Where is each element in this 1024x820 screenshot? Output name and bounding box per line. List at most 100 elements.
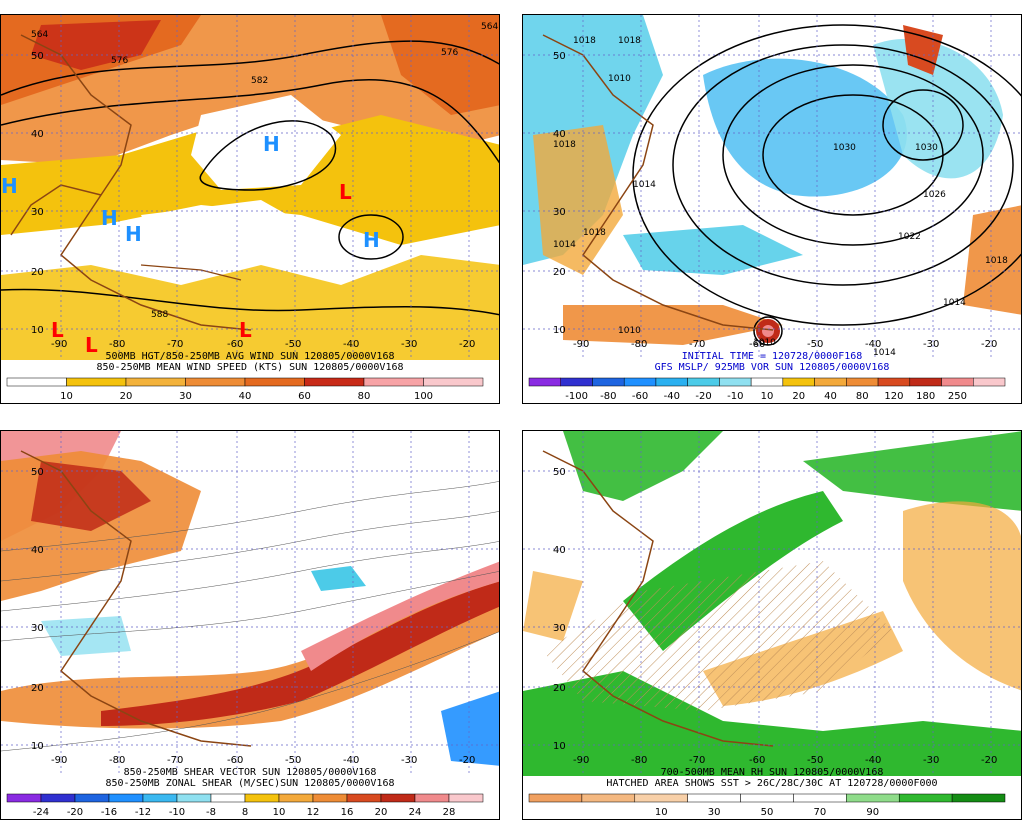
- panel-rh-sst: 50 40 30 20 10 -90 -80 -70 -60 -50 -40 -30 -20 700-…: [522, 430, 1022, 820]
- panel-3-colorbar-segment: [108, 793, 144, 803]
- panel-3-colorbar-segment: [40, 793, 76, 803]
- panel-2-contour-label: 1022: [898, 232, 921, 242]
- panel-1-lon-label: -70: [167, 339, 183, 350]
- panel-2-colorbar-segment: [528, 377, 561, 387]
- panel-2-colorbar-label: 120: [884, 391, 903, 402]
- panel-2-lat-label: 20: [553, 267, 566, 278]
- panel-4-lon-label: -70: [689, 755, 705, 766]
- panel-2-lon-label: -20: [981, 339, 997, 350]
- panel-3-lat-label: 20: [31, 683, 44, 694]
- panel-2-lat-label: 50: [553, 51, 566, 62]
- panel-2-colorbar-label: -20: [695, 391, 711, 402]
- panel-2-lat-label: 40: [553, 129, 566, 140]
- panel-2-lon-label: -30: [923, 339, 939, 350]
- panel-3-colorbar-label: 24: [409, 807, 422, 818]
- panel-1-caption-line-2: 850-250MB MEAN WIND SPEED (KTS) SUN 1208…: [96, 362, 404, 373]
- panel-3-lat-label: 40: [31, 545, 44, 556]
- panel-1-contour-label: 588: [151, 310, 168, 320]
- panel-1-pressure-symbol: L: [239, 318, 252, 342]
- panel-2-contour-label: 1018: [985, 256, 1008, 266]
- panel-3-colorbar-label: -8: [206, 807, 216, 818]
- panel-1-contour-label: 576: [111, 56, 128, 66]
- panel-3-lon-label: -70: [167, 755, 183, 766]
- panel-3-colorbar-segment: [414, 793, 450, 803]
- panel-1-pressure-symbol: H: [363, 228, 380, 252]
- panel-4-colorbar: 10 30 50 70 90: [523, 791, 1021, 819]
- panel-2-colorbar-label: 80: [856, 391, 869, 402]
- panel-3-colorbar-segment: [142, 793, 178, 803]
- panel-1-lon-label: -80: [109, 339, 125, 350]
- panel-1-colorbar-segment: [423, 377, 484, 387]
- panel-4-lat-label: 30: [553, 623, 566, 634]
- panel-4-colorbar-label: 30: [708, 807, 721, 818]
- panel-1-colorbar-segment: [363, 377, 424, 387]
- panel-1-lon-label: -40: [343, 339, 359, 350]
- panel-2-colorbar-label: 250: [948, 391, 967, 402]
- panel-2-colorbar-segment: [782, 377, 815, 387]
- panel-2-colorbar-segment: [750, 377, 784, 387]
- panel-3-lon-label: -60: [227, 755, 243, 766]
- panel-2-contour-label: 1014: [873, 348, 896, 358]
- panel-2-colorbar-label: -100: [565, 391, 588, 402]
- panel-4-colorbar-segment: [528, 793, 583, 803]
- panel-1-lon-label: -20: [459, 339, 475, 350]
- panel-2-lat-label: 30: [553, 207, 566, 218]
- panel-2-lon-label: -90: [573, 339, 589, 350]
- panel-shear: 50 40 30 20 10 -90 -80 -70 -60 -50 -40 -30 -20 850-…: [0, 430, 500, 820]
- panel-mslp-vorticity: 50 40 30 20 10 -90 -80 -70 -60 -50 -40 -30 -20 1018…: [522, 14, 1022, 404]
- panel-3-colorbar-segment: [448, 793, 484, 803]
- panel-3-caption-line-2: 850-250MB ZONAL SHEAR (M/SEC)SUN 120805/…: [105, 778, 395, 789]
- panel-3-colorbar-segment: [6, 793, 42, 803]
- panel-2-colorbar-segment: [814, 377, 847, 387]
- panel-2-lon-label: -80: [631, 339, 647, 350]
- panel-4-lon-label: -80: [631, 755, 647, 766]
- panel-3-lon-label: -90: [51, 755, 67, 766]
- panel-3-caption-line-1: 850-250MB SHEAR VECTOR SUN 120805/0000V1…: [123, 767, 377, 778]
- panel-3-colorbar-label: 16: [341, 807, 354, 818]
- panel-1-pressure-symbol: H: [101, 206, 118, 230]
- panel-4-colorbar-segment: [793, 793, 847, 803]
- panel-1-pressure-symbol: H: [125, 222, 142, 246]
- panel-1-lon-label: -50: [285, 339, 301, 350]
- panel-4-colorbar-segment: [740, 793, 794, 803]
- panel-1-pressure-symbol: H: [1, 174, 18, 198]
- panel-1-colorbar-segment: [304, 377, 365, 387]
- panel-1-colorbar-segment: [125, 377, 186, 387]
- panel-2-colorbar-segment: [719, 377, 752, 387]
- panel-3-colorbar-label: 8: [242, 807, 248, 818]
- panel-1-contour-label: 576: [441, 48, 458, 58]
- panel-2-colorbar-label: 180: [916, 391, 935, 402]
- panel-4-colorbar-segment: [951, 793, 1006, 803]
- panel-3-lon-label: -30: [401, 755, 417, 766]
- panel-4-colorbar-label: 70: [814, 807, 827, 818]
- panel-1-lon-label: -60: [227, 339, 243, 350]
- panel-4-lat-label: 10: [553, 741, 566, 752]
- panel-4-colorbar-label: 50: [761, 807, 774, 818]
- panel-2-lon-label: -40: [865, 339, 881, 350]
- panel-4-lat-label: 40: [553, 545, 566, 556]
- panel-4-caption-line-2: HATCHED AREA SHOWS SST > 26C/28C/30C AT …: [606, 778, 938, 789]
- panel-3-colorbar-label: -20: [67, 807, 83, 818]
- panel-1-contour-label: 582: [251, 76, 268, 86]
- panel-2-lon-label: -50: [807, 339, 823, 350]
- panel-3-colorbar-label: 28: [443, 807, 456, 818]
- panel-1-lat-label: 10: [31, 325, 44, 336]
- panel-1-pressure-symbol: H: [263, 132, 280, 156]
- panel-3-colorbar-segment: [244, 793, 280, 803]
- panel-1-pressure-symbol: L: [51, 318, 64, 342]
- panel-2-contour-label: 1010: [608, 74, 631, 84]
- panel-2-colorbar-segment: [655, 377, 688, 387]
- panel-2-lon-label: -70: [689, 339, 705, 350]
- panel-2-caption-line-1: INITIAL TIME = 120728/0000F168: [681, 351, 863, 362]
- panel-2-colorbar-label: 10: [761, 391, 774, 402]
- panel-4-lon-label: -20: [981, 755, 997, 766]
- panel-4-caption-line-1: 700-500MB MEAN RH SUN 120805/0000V168: [660, 767, 884, 778]
- panel-2-lat-label: 10: [553, 325, 566, 336]
- panel-2-contour-label: 1014: [633, 180, 656, 190]
- panel-2-contour-label: 1018: [583, 228, 606, 238]
- panel-500mb-height-wind: 50 40 30 20 10 -90 -80 -70 -60 -50 -40 -30 -20 564 5…: [0, 14, 500, 404]
- panel-3-lat-label: 30: [31, 623, 44, 634]
- panel-1-colorbar-label: 80: [358, 391, 371, 402]
- panel-3-lat-label: 50: [31, 467, 44, 478]
- panel-1-colorbar-label: 40: [239, 391, 252, 402]
